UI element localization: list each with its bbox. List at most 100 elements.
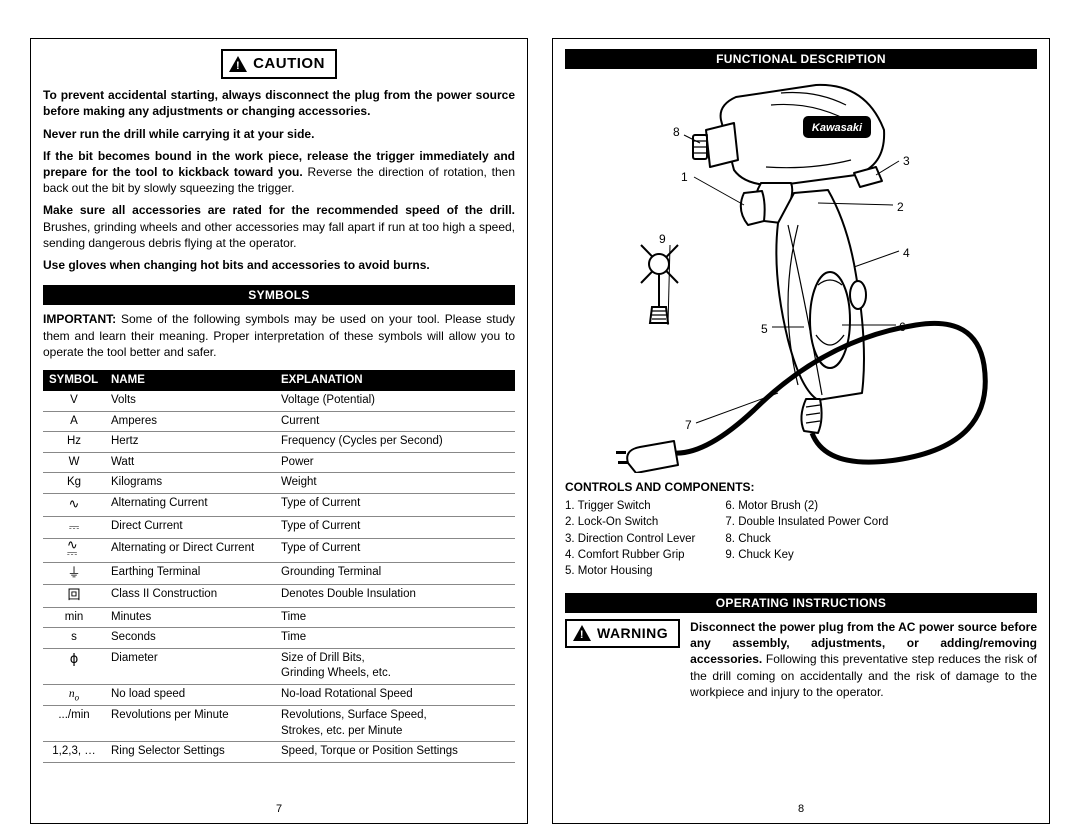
table-row: HzHertzFrequency (Cycles per Second) (43, 432, 515, 453)
name-cell: Seconds (105, 628, 275, 649)
page-left: CAUTION To prevent accidental starting, … (30, 38, 528, 824)
symbol-cell: W (43, 452, 105, 473)
page-right: FUNCTIONAL DESCRIPTION (552, 38, 1050, 824)
symbol-cell: A (43, 411, 105, 432)
controls-list-left: 1. Trigger Switch2. Lock-On Switch3. Dir… (565, 498, 695, 578)
operating-instructions-bar: OPERATING INSTRUCTIONS (565, 593, 1037, 613)
symbol-cell: .../min (43, 706, 105, 742)
explanation-cell: Current (275, 411, 515, 432)
table-row: ϕDiameterSize of Drill Bits, Grinding Wh… (43, 648, 515, 684)
caution-para-1: To prevent accidental starting, always d… (43, 87, 515, 119)
symbol-cell: Kg (43, 473, 105, 494)
symbol-cell: ∿⎓ (43, 539, 105, 563)
table-row: WWattPower (43, 452, 515, 473)
col-explanation: EXPLANATION (275, 370, 515, 392)
symbol-cell: ⎓ (43, 516, 105, 539)
warning-label: WARNING (597, 624, 668, 643)
caution-label: CAUTION (253, 54, 325, 74)
symbol-cell: no (43, 684, 105, 705)
name-cell: Amperes (105, 411, 275, 432)
name-cell: Revolutions per Minute (105, 706, 275, 742)
symbol-cell: s (43, 628, 105, 649)
symbols-table: SYMBOL NAME EXPLANATION VVoltsVoltage (P… (43, 370, 515, 763)
col-name: NAME (105, 370, 275, 392)
warning-triangle-icon (573, 625, 591, 641)
explanation-cell: Denotes Double Insulation (275, 585, 515, 608)
explanation-cell: Time (275, 628, 515, 649)
list-item: 5. Motor Housing (565, 563, 695, 579)
name-cell: Direct Current (105, 516, 275, 539)
drill-diagram: Kawasaki 8 1 9 3 2 4 5 6 7 (565, 75, 1037, 473)
callout-4: 4 (903, 245, 910, 261)
table-row: ⎓Direct CurrentType of Current (43, 516, 515, 539)
page-number-right: 8 (565, 798, 1037, 817)
name-cell: No load speed (105, 684, 275, 705)
symbol-cell: 回 (43, 585, 105, 608)
controls-columns: 1. Trigger Switch2. Lock-On Switch3. Dir… (565, 498, 1037, 578)
symbol-cell: Hz (43, 432, 105, 453)
explanation-cell: Revolutions, Surface Speed, Strokes, etc… (275, 706, 515, 742)
name-cell: Kilograms (105, 473, 275, 494)
list-item: 6. Motor Brush (2) (725, 498, 888, 514)
callout-1: 1 (681, 169, 688, 185)
callout-9: 9 (659, 231, 666, 247)
explanation-cell: Type of Current (275, 493, 515, 516)
explanation-cell: Voltage (Potential) (275, 391, 515, 411)
name-cell: Diameter (105, 648, 275, 684)
symbol-cell: ϕ (43, 648, 105, 684)
explanation-cell: Time (275, 607, 515, 628)
symbol-cell: V (43, 391, 105, 411)
list-item: 4. Comfort Rubber Grip (565, 547, 695, 563)
explanation-cell: No-load Rotational Speed (275, 684, 515, 705)
table-row: .../minRevolutions per MinuteRevolutions… (43, 706, 515, 742)
explanation-cell: Type of Current (275, 539, 515, 563)
callout-8: 8 (673, 124, 680, 140)
callout-6: 6 (899, 319, 906, 335)
symbol-cell: min (43, 607, 105, 628)
table-row: minMinutesTime (43, 607, 515, 628)
table-row: noNo load speedNo-load Rotational Speed (43, 684, 515, 705)
name-cell: Class II Construction (105, 585, 275, 608)
symbol-cell: 1,2,3, … (43, 742, 105, 763)
list-item: 9. Chuck Key (725, 547, 888, 563)
callout-3: 3 (903, 153, 910, 169)
table-row: ∿⎓Alternating or Direct CurrentType of C… (43, 539, 515, 563)
explanation-cell: Size of Drill Bits, Grinding Wheels, etc… (275, 648, 515, 684)
name-cell: Earthing Terminal (105, 562, 275, 585)
warning-text: Disconnect the power plug from the AC po… (690, 619, 1037, 700)
table-row: ∿Alternating CurrentType of Current (43, 493, 515, 516)
name-cell: Ring Selector Settings (105, 742, 275, 763)
list-item: 8. Chuck (725, 531, 888, 547)
name-cell: Minutes (105, 607, 275, 628)
explanation-cell: Speed, Torque or Position Settings (275, 742, 515, 763)
table-row: sSecondsTime (43, 628, 515, 649)
symbol-cell: ⏚ (43, 562, 105, 585)
table-row: ⏚Earthing TerminalGrounding Terminal (43, 562, 515, 585)
page-number-left: 7 (43, 798, 515, 817)
name-cell: Watt (105, 452, 275, 473)
name-cell: Alternating or Direct Current (105, 539, 275, 563)
table-row: KgKilogramsWeight (43, 473, 515, 494)
list-item: 7. Double Insulated Power Cord (725, 514, 888, 530)
symbols-header-bar: SYMBOLS (43, 285, 515, 305)
warning-triangle-icon (229, 56, 247, 72)
controls-list-right: 6. Motor Brush (2)7. Double Insulated Po… (725, 498, 888, 578)
callout-5: 5 (761, 321, 768, 337)
drill-illustration: Kawasaki (565, 75, 1037, 473)
explanation-cell: Weight (275, 473, 515, 494)
functional-description-bar: FUNCTIONAL DESCRIPTION (565, 49, 1037, 69)
name-cell: Volts (105, 391, 275, 411)
list-item: 3. Direction Control Lever (565, 531, 695, 547)
callout-2: 2 (897, 199, 904, 215)
caution-para-5: Use gloves when changing hot bits and ac… (43, 257, 515, 273)
list-item: 2. Lock-On Switch (565, 514, 695, 530)
table-row: 回Class II ConstructionDenotes Double Ins… (43, 585, 515, 608)
explanation-cell: Frequency (Cycles per Second) (275, 432, 515, 453)
warning-box: WARNING (565, 619, 680, 648)
table-row: VVoltsVoltage (Potential) (43, 391, 515, 411)
name-cell: Alternating Current (105, 493, 275, 516)
list-item: 1. Trigger Switch (565, 498, 695, 514)
callout-7: 7 (685, 417, 692, 433)
warning-row: WARNING Disconnect the power plug from t… (565, 619, 1037, 700)
controls-title: CONTROLS AND COMPONENTS: (565, 479, 1037, 495)
